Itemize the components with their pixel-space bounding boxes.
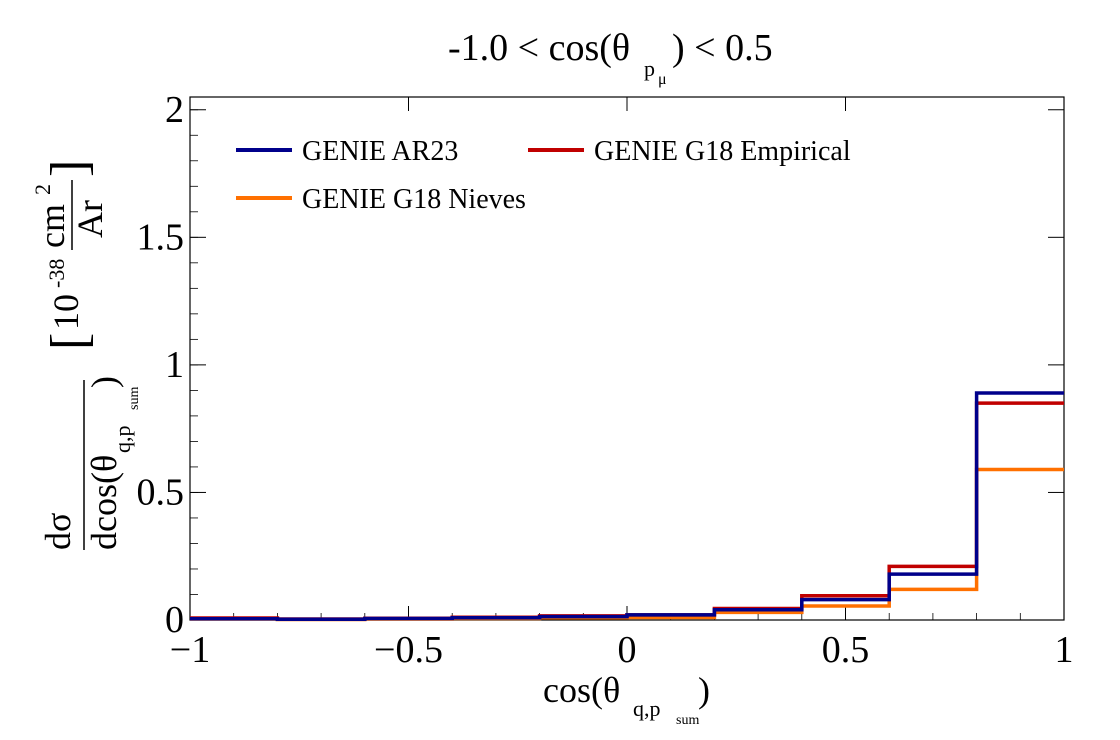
xlabel-end: ) — [698, 670, 710, 710]
legend-label: GENIE G18 Nieves — [302, 184, 526, 215]
ylabel-den-end: ) — [84, 376, 124, 388]
title-sub2: μ — [658, 71, 667, 88]
ylabel-den-sub2: sum — [127, 387, 142, 410]
series-line-2 — [190, 467, 1064, 622]
xlabel-sub2: sum — [676, 713, 699, 728]
title-end: ) < 0.5 — [672, 27, 773, 69]
y-tick-label: 1.5 — [137, 216, 185, 258]
series-layer — [190, 391, 1064, 622]
x-tick-label: 0 — [618, 629, 637, 671]
x-axis: −1 −0.5 0 0.5 1 — [170, 97, 1074, 671]
y-tick-label: 0.5 — [137, 471, 185, 513]
x-tick-label: 1 — [1055, 629, 1074, 671]
x-tick-label: −0.5 — [374, 629, 443, 671]
ylabel-bracket-close: ] — [41, 160, 98, 177]
y-tick-label: 1 — [165, 344, 184, 386]
x-tick-label: 0.5 — [822, 629, 870, 671]
legend-label: GENIE AR23 — [302, 136, 458, 167]
ylabel-unit-exp: 10 — [46, 294, 86, 330]
title-sub: p — [644, 56, 655, 81]
y-tick-label: 2 — [165, 89, 184, 131]
ylabel-den-sub: q,p — [110, 426, 135, 454]
ylabel-num: dσ — [38, 513, 78, 550]
legend: GENIE AR23 GENIE G18 Empirical GENIE G18 N… — [236, 136, 851, 215]
y-axis: 0 0.5 1 1.5 2 — [137, 89, 1064, 641]
xlabel-main: cos(θ — [543, 670, 620, 710]
x-axis-label: cos(θ q,p sum ) — [543, 670, 710, 728]
y-axis-label: dσ dcos(θ q,p sum ) [ 10 -38 cm 2 Ar ] — [30, 160, 142, 550]
series-line-1 — [190, 401, 1064, 621]
ylabel-den: dcos(θ — [84, 455, 124, 550]
ylabel-unit-den: Ar — [70, 200, 110, 238]
chart-title: -1.0 < cos(θ p μ ) < 0.5 — [448, 27, 773, 88]
y-tick-label: 0 — [165, 599, 184, 641]
legend-label: GENIE G18 Empirical — [594, 136, 851, 167]
ylabel-unit-pow: -38 — [44, 259, 69, 288]
ylabel-unit-num: cm — [32, 204, 72, 248]
x-tick-label: −1 — [170, 629, 210, 671]
ylabel-bracket-open: [ — [41, 333, 98, 350]
title-main: -1.0 < cos(θ — [448, 27, 630, 69]
plot-frame — [189, 96, 1065, 621]
ylabel-unit-num-pow: 2 — [30, 184, 55, 195]
xlabel-sub: q,p — [633, 696, 661, 721]
series-line-0 — [190, 391, 1064, 621]
